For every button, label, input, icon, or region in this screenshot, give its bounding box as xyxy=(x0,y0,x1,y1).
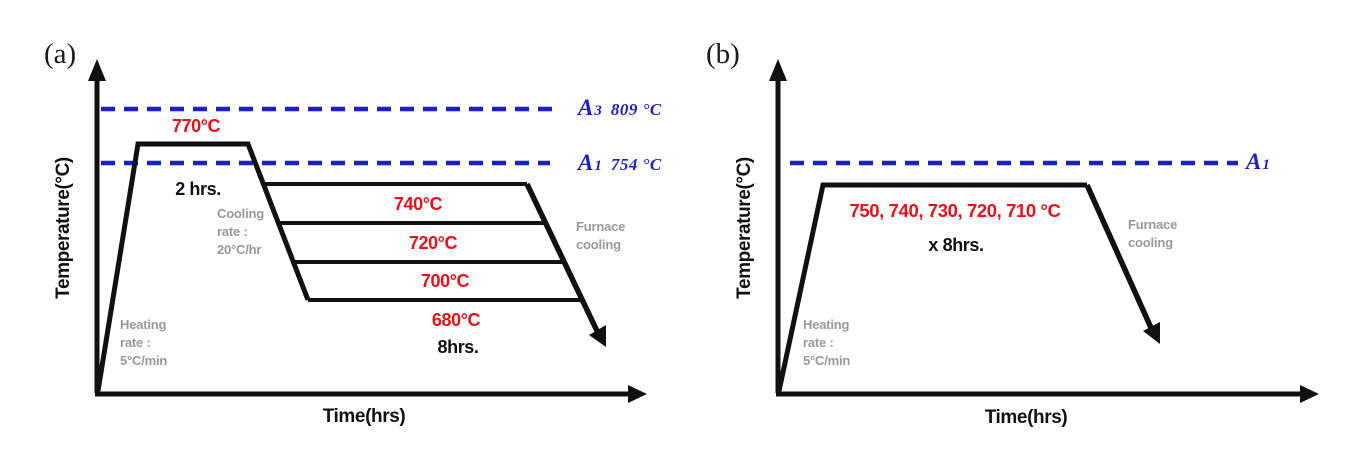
heating-rate-note-a: Heating rate : 5°C/min xyxy=(120,317,168,368)
temperature-axis-label-b: Temperature(°C) xyxy=(734,157,755,299)
step-temp-label-720: 720°C xyxy=(408,233,458,253)
heat-profile-b xyxy=(776,182,1087,392)
a3-temperature-value: 809 °C xyxy=(610,100,662,119)
a1-temperature-value: 754 °C xyxy=(610,155,662,174)
a3-symbol: A xyxy=(578,95,594,120)
a1-critical-label-a: A 1 754 °C xyxy=(578,150,662,176)
a1-symbol-b: A xyxy=(1246,149,1262,174)
furnace-cooling-note-b: Furnace cooling xyxy=(1128,217,1178,250)
step-temp-label-680: 680°C xyxy=(431,310,481,330)
anneal-temps-label: 750, 740, 730, 720, 710 °C xyxy=(849,200,1061,221)
a3-critical-label: A 3 809 °C xyxy=(578,95,662,121)
panel-b-plot xyxy=(769,59,1319,403)
step-temp-label-700: 700°C xyxy=(420,271,470,291)
panel-a-tag: (a) xyxy=(44,38,77,70)
peak-temp-label: 770°C xyxy=(171,116,221,136)
a1-subscript-a: 1 xyxy=(594,158,602,174)
step-temp-label-740: 740°C xyxy=(393,194,443,214)
a1-symbol-a: A xyxy=(578,150,594,175)
time-axis-label-b: Time(hrs) xyxy=(984,407,1068,428)
y-axis-arrowhead-a xyxy=(88,59,106,81)
heating-rate-note-b: Heating rate : 5°C/min xyxy=(803,317,851,368)
furnace-cooling-arrowhead-a xyxy=(589,325,606,347)
furnace-cooling-line-b xyxy=(1084,183,1155,332)
furnace-cooling-arrowhead-b xyxy=(1143,322,1160,344)
step-hold-label: 8hrs. xyxy=(437,337,479,357)
furnace-cooling-note-a: Furnace cooling xyxy=(576,219,626,252)
time-axis-label-a: Time(hrs) xyxy=(322,406,406,427)
temperature-axis-label-a: Temperature(°C) xyxy=(53,157,74,299)
a3-subscript: 3 xyxy=(594,103,602,119)
y-axis-arrowhead-b xyxy=(769,59,787,81)
anneal-hold-label: x 8hrs. xyxy=(928,235,984,255)
x-axis-arrowhead-b xyxy=(1300,385,1319,403)
panel-a-plot xyxy=(88,59,647,403)
a1-subscript-b: 1 xyxy=(1262,157,1270,173)
cooling-rate-note: Cooling rate : 20°C/hr xyxy=(217,206,264,257)
peak-hold-label: 2 hrs. xyxy=(175,179,221,199)
x-axis-arrowhead-a xyxy=(628,385,647,403)
panel-b-tag: (b) xyxy=(706,38,740,70)
furnace-cooling-line-a xyxy=(524,182,601,335)
